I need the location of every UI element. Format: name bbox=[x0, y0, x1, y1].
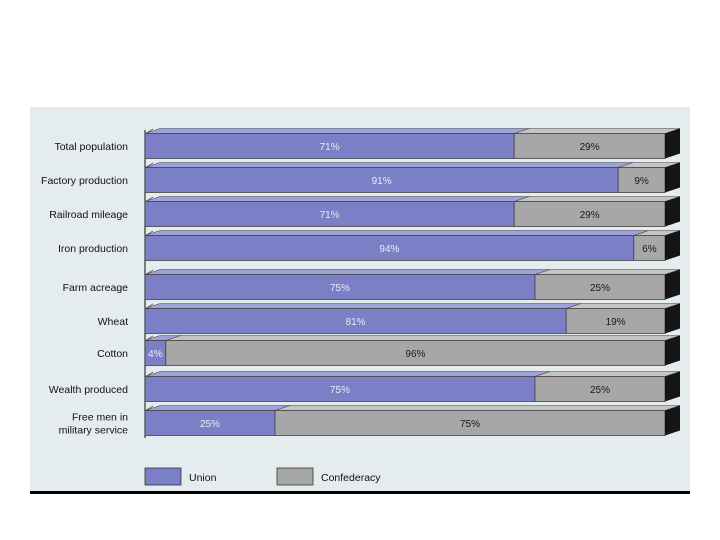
confederacy-bar-farm-acreage bbox=[534, 274, 666, 300]
category-labels: Total population Factory production Railro… bbox=[41, 141, 128, 437]
bar-side-iron-production bbox=[665, 230, 680, 261]
confederacy-bar-railroad-mileage-top bbox=[514, 196, 681, 202]
confederacy-value-label: 29% bbox=[580, 142, 600, 153]
confederacy-value-label: 75% bbox=[460, 419, 480, 430]
union-bar-factory-production-top bbox=[144, 162, 634, 168]
union-bar-railroad-mileage bbox=[144, 201, 515, 227]
union-value-label: 91% bbox=[372, 176, 392, 187]
confederacy-bar-wealth-produced bbox=[534, 376, 666, 402]
confederacy-bar-farm-acreage-top bbox=[534, 269, 681, 275]
confederacy-value-label: 96% bbox=[405, 349, 425, 360]
union-bar-total-population bbox=[144, 133, 515, 159]
union-value-label: 75% bbox=[330, 385, 350, 396]
confederacy-value-label: 29% bbox=[580, 210, 600, 221]
union-bar-total-population-top bbox=[144, 128, 530, 134]
union-bar-factory-production bbox=[144, 167, 619, 193]
legend-union-label: Union bbox=[189, 472, 217, 484]
union-bar-free-men-in-military-service bbox=[144, 410, 276, 436]
union-bar-wheat-top bbox=[144, 303, 582, 309]
union-bar-railroad-mileage-top bbox=[144, 196, 530, 202]
confederacy-value-label: 6% bbox=[642, 244, 657, 255]
bar-side-farm-acreage bbox=[665, 269, 680, 300]
bar-side-railroad-mileage bbox=[665, 196, 680, 227]
union-bar-farm-acreage-top bbox=[144, 269, 551, 275]
union-bar-iron-production-top bbox=[144, 230, 649, 236]
bottom-rule bbox=[30, 491, 690, 494]
union-value-label: 81% bbox=[346, 317, 366, 328]
confederacy-bar-railroad-mileage bbox=[513, 201, 666, 227]
category-label-total-population: Total population bbox=[54, 141, 128, 153]
category-label-free-men-in-military-service: Free men in bbox=[72, 412, 128, 424]
confederacy-bar-free-men-in-military-service-top bbox=[274, 405, 681, 411]
confederacy-value-label: 9% bbox=[634, 176, 649, 187]
confederacy-bar-wealth-produced-top bbox=[534, 371, 681, 377]
confederacy-value-label: 25% bbox=[590, 385, 610, 396]
legend-confederacy-swatch bbox=[276, 467, 314, 486]
legend: Union Confederacy bbox=[144, 467, 381, 486]
bar-side-free-men-in-military-service bbox=[665, 405, 680, 436]
confederacy-value-label: 19% bbox=[606, 317, 626, 328]
confederacy-bar-cotton bbox=[165, 340, 666, 366]
union-value-label: 94% bbox=[379, 244, 399, 255]
category-label-wealth-produced: Wealth produced bbox=[49, 384, 128, 396]
union-value-label: 71% bbox=[320, 210, 340, 221]
union-value-label: 4% bbox=[148, 349, 163, 360]
union-value-label: 25% bbox=[200, 419, 220, 430]
union-bar-iron-production bbox=[144, 235, 635, 261]
category-label-factory-production: Factory production bbox=[41, 175, 128, 187]
union-bar-wealth-produced-top bbox=[144, 371, 551, 377]
legend-confederacy-label: Confederacy bbox=[321, 472, 381, 484]
category-label-iron-production: Iron production bbox=[58, 243, 128, 255]
union-bar-farm-acreage bbox=[144, 274, 536, 300]
union-value-label: 71% bbox=[320, 142, 340, 153]
confederacy-bar-total-population-top bbox=[514, 128, 681, 134]
bars: 71% 29% 91% 9% 71% 29% 94% 6% 75% 25% 81% 19% 4% 96% 7… bbox=[144, 128, 681, 436]
category-label-free-men-in-military-service: military service bbox=[59, 425, 129, 437]
legend-union-swatch bbox=[144, 467, 182, 486]
union-bar-wheat bbox=[144, 308, 567, 334]
confederacy-bar-wheat-top bbox=[566, 303, 681, 309]
union-bar-free-men-in-military-service-top bbox=[144, 405, 291, 411]
union-value-label: 75% bbox=[330, 283, 350, 294]
bar-side-cotton bbox=[665, 335, 680, 366]
bar-side-factory-production bbox=[665, 162, 680, 193]
union-bar-wealth-produced bbox=[144, 376, 536, 402]
category-label-wheat: Wheat bbox=[98, 316, 128, 328]
confederacy-bar-factory-production bbox=[617, 167, 666, 193]
confederacy-bar-wheat bbox=[565, 308, 666, 334]
bar-side-wealth-produced bbox=[665, 371, 680, 402]
confederacy-bar-cotton-top bbox=[165, 335, 681, 341]
bar-side-total-population bbox=[665, 128, 680, 159]
confederacy-bar-total-population bbox=[513, 133, 666, 159]
category-label-railroad-mileage: Railroad mileage bbox=[49, 209, 128, 221]
confederacy-value-label: 25% bbox=[590, 283, 610, 294]
category-label-farm-acreage: Farm acreage bbox=[63, 282, 129, 294]
bar-side-wheat bbox=[665, 303, 680, 334]
confederacy-bar-free-men-in-military-service bbox=[274, 410, 666, 436]
category-label-cotton: Cotton bbox=[97, 348, 128, 360]
